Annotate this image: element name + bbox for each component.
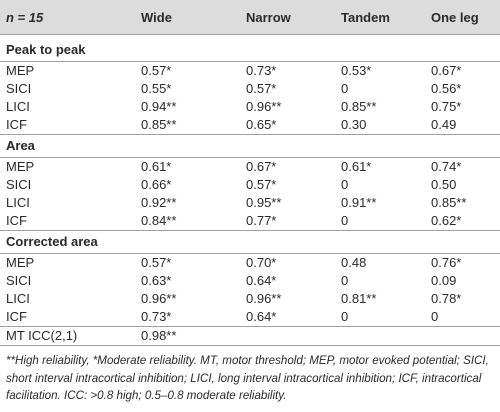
table-row: ICF 0.73* 0.64* 0 0 <box>0 308 500 327</box>
cell-wide: 0.57* <box>141 255 172 270</box>
cell-wide: 0.66* <box>141 177 172 192</box>
column-header-tandem: Tandem <box>335 0 425 35</box>
cell-narrow: 0.77* <box>240 212 335 231</box>
cell-tandem: 0 <box>341 273 349 288</box>
cell-one-leg: 0.75* <box>431 99 462 114</box>
column-header-one-leg: One leg <box>425 0 500 35</box>
cell-one-leg: 0.62* <box>425 212 500 231</box>
table-row: LICI 0.92** 0.95** 0.91** 0.85** <box>0 194 500 212</box>
table-row: MEP 0.57* 0.70* 0.48 0.76* <box>0 254 500 273</box>
cell-narrow: 0.96** <box>246 291 282 306</box>
row-label: MEP <box>6 255 35 270</box>
cell-tandem: 0.91** <box>341 195 377 210</box>
cell-wide: 0.94** <box>141 99 177 114</box>
cell-one-leg: 0 <box>425 308 500 327</box>
table-row: LICI 0.94** 0.96** 0.85** 0.75* <box>0 98 500 116</box>
cell-one-leg: 0.76* <box>431 255 462 270</box>
cell-tandem: 0.85** <box>341 99 377 114</box>
cell-narrow: 0.65* <box>240 116 335 135</box>
row-label: ICF <box>0 212 135 231</box>
cell-wide: 0.85** <box>135 116 240 135</box>
table-row: SICI 0.55* 0.57* 0 0.56* <box>0 80 500 98</box>
section-row-corrected-area: Corrected area <box>0 230 500 254</box>
table-row: ICF 0.85** 0.65* 0.30 0.49 <box>0 116 500 135</box>
cell-tandem: 0.30 <box>335 116 425 135</box>
cell-narrow: 0.73* <box>246 63 277 78</box>
cell-wide: 0.98** <box>135 326 240 346</box>
cell-wide: 0.61* <box>141 159 172 174</box>
cell-tandem: 0 <box>341 177 349 192</box>
row-label: MEP <box>6 159 35 174</box>
cell-wide: 0.73* <box>135 308 240 327</box>
cell-narrow: 0.57* <box>246 81 277 96</box>
cell-narrow: 0.95** <box>246 195 282 210</box>
cell-one-leg: 0.85** <box>431 195 467 210</box>
row-label: MT ICC(2,1) <box>0 326 135 346</box>
cell-tandem: 0.81** <box>341 291 377 306</box>
table-row: MEP 0.57* 0.73* 0.53* 0.67* <box>0 62 500 81</box>
cell-one-leg: 0.67* <box>431 63 462 78</box>
cell-one-leg: 0.09 <box>431 273 457 288</box>
column-header-narrow: Narrow <box>240 0 335 35</box>
section-row-peak-to-peak: Peak to peak <box>0 34 500 62</box>
cell-narrow: 0.64* <box>246 273 277 288</box>
cell-tandem: 0 <box>341 81 349 96</box>
cell-one-leg: 0.50 <box>431 177 457 192</box>
table-header-row: n = 15 Wide Narrow Tandem One leg <box>0 0 500 35</box>
table-row-mt: MT ICC(2,1) 0.98** <box>0 326 500 346</box>
cell-one-leg: 0.78* <box>431 291 462 306</box>
row-label: LICI <box>6 99 30 114</box>
cell-tandem: 0 <box>335 212 425 231</box>
row-label: SICI <box>6 81 32 96</box>
table-footnote: **High reliability, *Moderate reliabilit… <box>6 354 489 402</box>
cell-wide: 0.84** <box>135 212 240 231</box>
cell-narrow: 0.70* <box>246 255 277 270</box>
reliability-table: n = 15 Wide Narrow Tandem One leg Peak t… <box>0 0 500 346</box>
table-row: LICI 0.96** 0.96** 0.81** 0.78* <box>0 290 500 308</box>
row-label: SICI <box>6 273 32 288</box>
table-row: MEP 0.61* 0.67* 0.61* 0.74* <box>0 158 500 177</box>
row-label: LICI <box>6 291 30 306</box>
cell-tandem: 0.48 <box>341 255 367 270</box>
row-label: MEP <box>6 63 35 78</box>
section-row-area: Area <box>0 134 500 158</box>
cell-wide: 0.57* <box>141 63 172 78</box>
cell-tandem: 0 <box>335 308 425 327</box>
section-title: Peak to peak <box>0 34 500 62</box>
cell-one-leg: 0.49 <box>425 116 500 135</box>
cell-wide: 0.92** <box>141 195 177 210</box>
cell-narrow: 0.96** <box>246 99 282 114</box>
cell-narrow: 0.67* <box>246 159 277 174</box>
cell-tandem: 0.53* <box>341 63 372 78</box>
sample-size-header: n = 15 <box>0 0 135 35</box>
row-label: LICI <box>6 195 30 210</box>
table-row: SICI 0.63* 0.64* 0 0.09 <box>0 272 500 290</box>
cell-one-leg: 0.74* <box>431 159 462 174</box>
table-row: ICF 0.84** 0.77* 0 0.62* <box>0 212 500 231</box>
cell-narrow: 0.64* <box>240 308 335 327</box>
row-label: ICF <box>0 308 135 327</box>
row-label: SICI <box>6 177 32 192</box>
row-label: ICF <box>0 116 135 135</box>
cell-wide: 0.55* <box>141 81 172 96</box>
column-header-wide: Wide <box>135 0 240 35</box>
cell-wide: 0.63* <box>141 273 172 288</box>
cell-narrow: 0.57* <box>246 177 277 192</box>
cell-tandem: 0.61* <box>341 159 372 174</box>
section-title: Area <box>0 134 500 158</box>
cell-wide: 0.96** <box>141 291 177 306</box>
cell-one-leg: 0.56* <box>431 81 462 96</box>
table-row: SICI 0.66* 0.57* 0 0.50 <box>0 176 500 194</box>
section-title: Corrected area <box>0 230 500 254</box>
